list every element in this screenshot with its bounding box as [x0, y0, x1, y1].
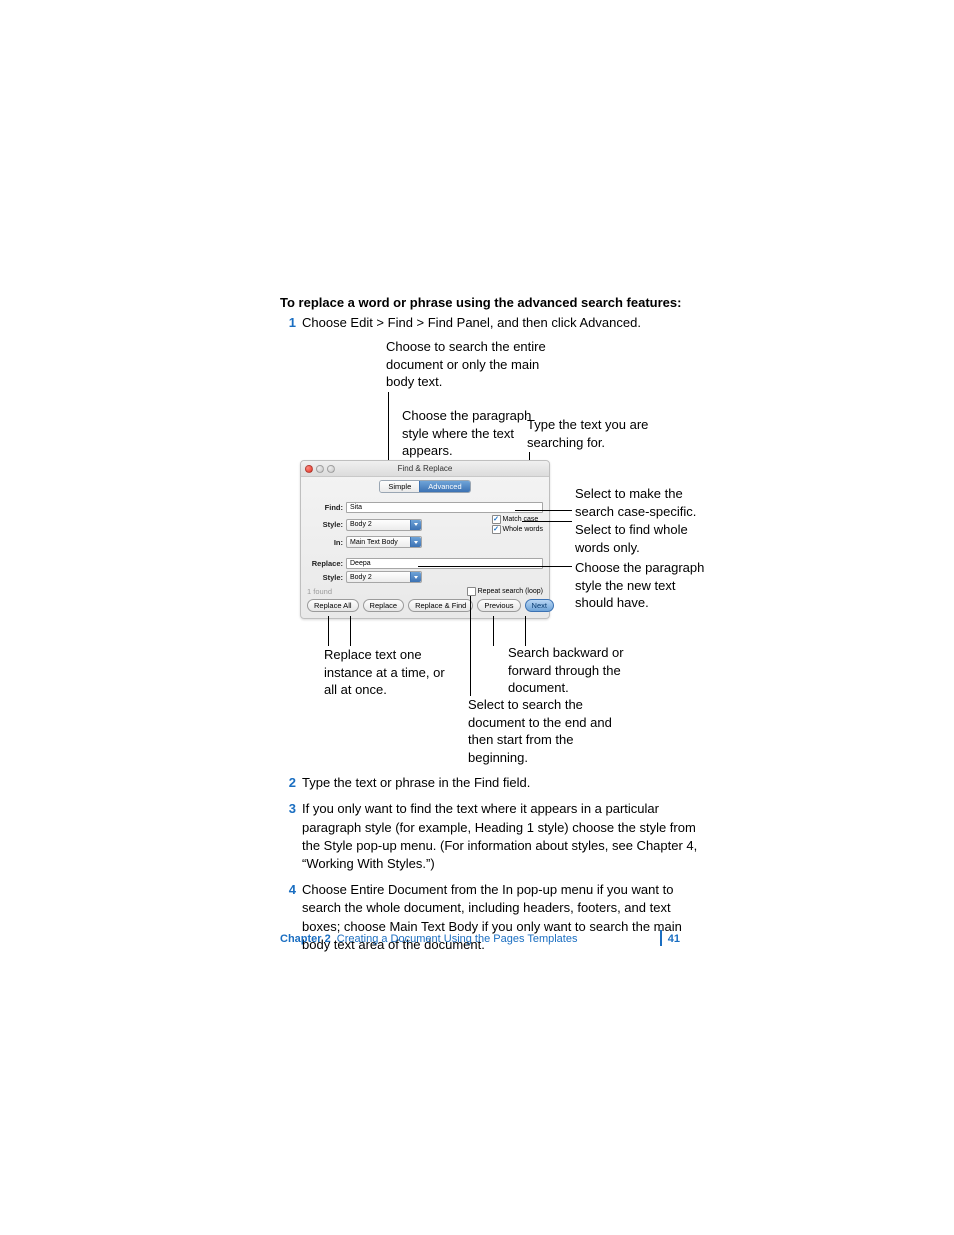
step-3: 3 If you only want to find the text wher…: [280, 800, 700, 873]
find-input[interactable]: Sita: [346, 502, 543, 513]
find-style-select[interactable]: Body 2: [346, 519, 422, 531]
callout-whole-words: Select to find whole words only.: [575, 521, 710, 556]
replace-style-label: Style:: [307, 573, 343, 582]
replace-style-select[interactable]: Body 2: [346, 571, 422, 583]
footer-title: Creating a Document Using the Pages Temp…: [337, 933, 578, 945]
step-number: 1: [280, 314, 296, 332]
tab-simple[interactable]: Simple: [380, 481, 419, 492]
previous-button[interactable]: Previous: [477, 599, 520, 612]
footer-chapter: Chapter 2: [280, 933, 331, 945]
callout-find-text: Type the text you are searching for.: [527, 416, 667, 451]
in-select[interactable]: Main Text Body: [346, 536, 422, 548]
step-number: 3: [280, 800, 296, 873]
window-traffic-lights: [305, 465, 335, 473]
repeat-search-label: Repeat search (loop): [478, 588, 543, 595]
whole-words-checkbox[interactable]: ✓: [492, 525, 501, 534]
match-case-checkbox[interactable]: ✓: [492, 515, 501, 524]
dialog-title: Find & Replace: [398, 464, 453, 473]
footer-page-number: 41: [668, 933, 680, 945]
dialog-titlebar: Find & Replace: [301, 461, 549, 477]
replace-button[interactable]: Replace: [363, 599, 405, 612]
callout-in-menu: Choose to search the entire document or …: [386, 338, 551, 391]
replace-find-button[interactable]: Replace & Find: [408, 599, 473, 612]
in-label: In:: [307, 538, 343, 547]
zoom-icon[interactable]: [327, 465, 335, 473]
find-replace-figure: Choose to search the entire document or …: [300, 338, 700, 763]
tab-advanced[interactable]: Advanced: [419, 481, 469, 492]
found-status: 1 found: [307, 587, 332, 596]
next-button[interactable]: Next: [525, 599, 554, 612]
minimize-icon[interactable]: [316, 465, 324, 473]
footer-divider: [660, 930, 662, 946]
callout-prev-next: Search backward or forward through the d…: [508, 644, 648, 697]
close-icon[interactable]: [305, 465, 313, 473]
callout-repeat-search: Select to search the document to the end…: [468, 696, 628, 766]
step-text: If you only want to find the text where …: [302, 800, 700, 873]
callout-match-case: Select to make the search case-specific.: [575, 485, 710, 520]
whole-words-label: Whole words: [503, 526, 543, 533]
step-text: Choose Edit > Find > Find Panel, and the…: [302, 314, 700, 332]
find-label: Find:: [307, 503, 343, 512]
replace-label: Replace:: [307, 559, 343, 568]
step-text: Type the text or phrase in the Find fiel…: [302, 774, 700, 792]
replace-input[interactable]: Deepa: [346, 558, 543, 569]
callout-replace-style: Choose the paragraph style the new text …: [575, 559, 710, 612]
callout-find-style: Choose the paragraph style where the tex…: [402, 407, 537, 460]
style-label: Style:: [307, 520, 343, 529]
replace-all-button[interactable]: Replace All: [307, 599, 359, 612]
callout-replace-buttons: Replace text one instance at a time, or …: [324, 646, 459, 699]
step-2: 2 Type the text or phrase in the Find fi…: [280, 774, 700, 792]
section-heading: To replace a word or phrase using the ad…: [280, 295, 700, 310]
find-replace-dialog: Find & Replace Simple Advanced Find: Sit…: [300, 460, 550, 619]
step-number: 2: [280, 774, 296, 792]
tab-bar: Simple Advanced: [301, 477, 549, 498]
step-1: 1 Choose Edit > Find > Find Panel, and t…: [280, 314, 700, 332]
repeat-search-checkbox[interactable]: [467, 587, 476, 596]
page-footer: Chapter 2 Creating a Document Using the …: [280, 933, 680, 945]
